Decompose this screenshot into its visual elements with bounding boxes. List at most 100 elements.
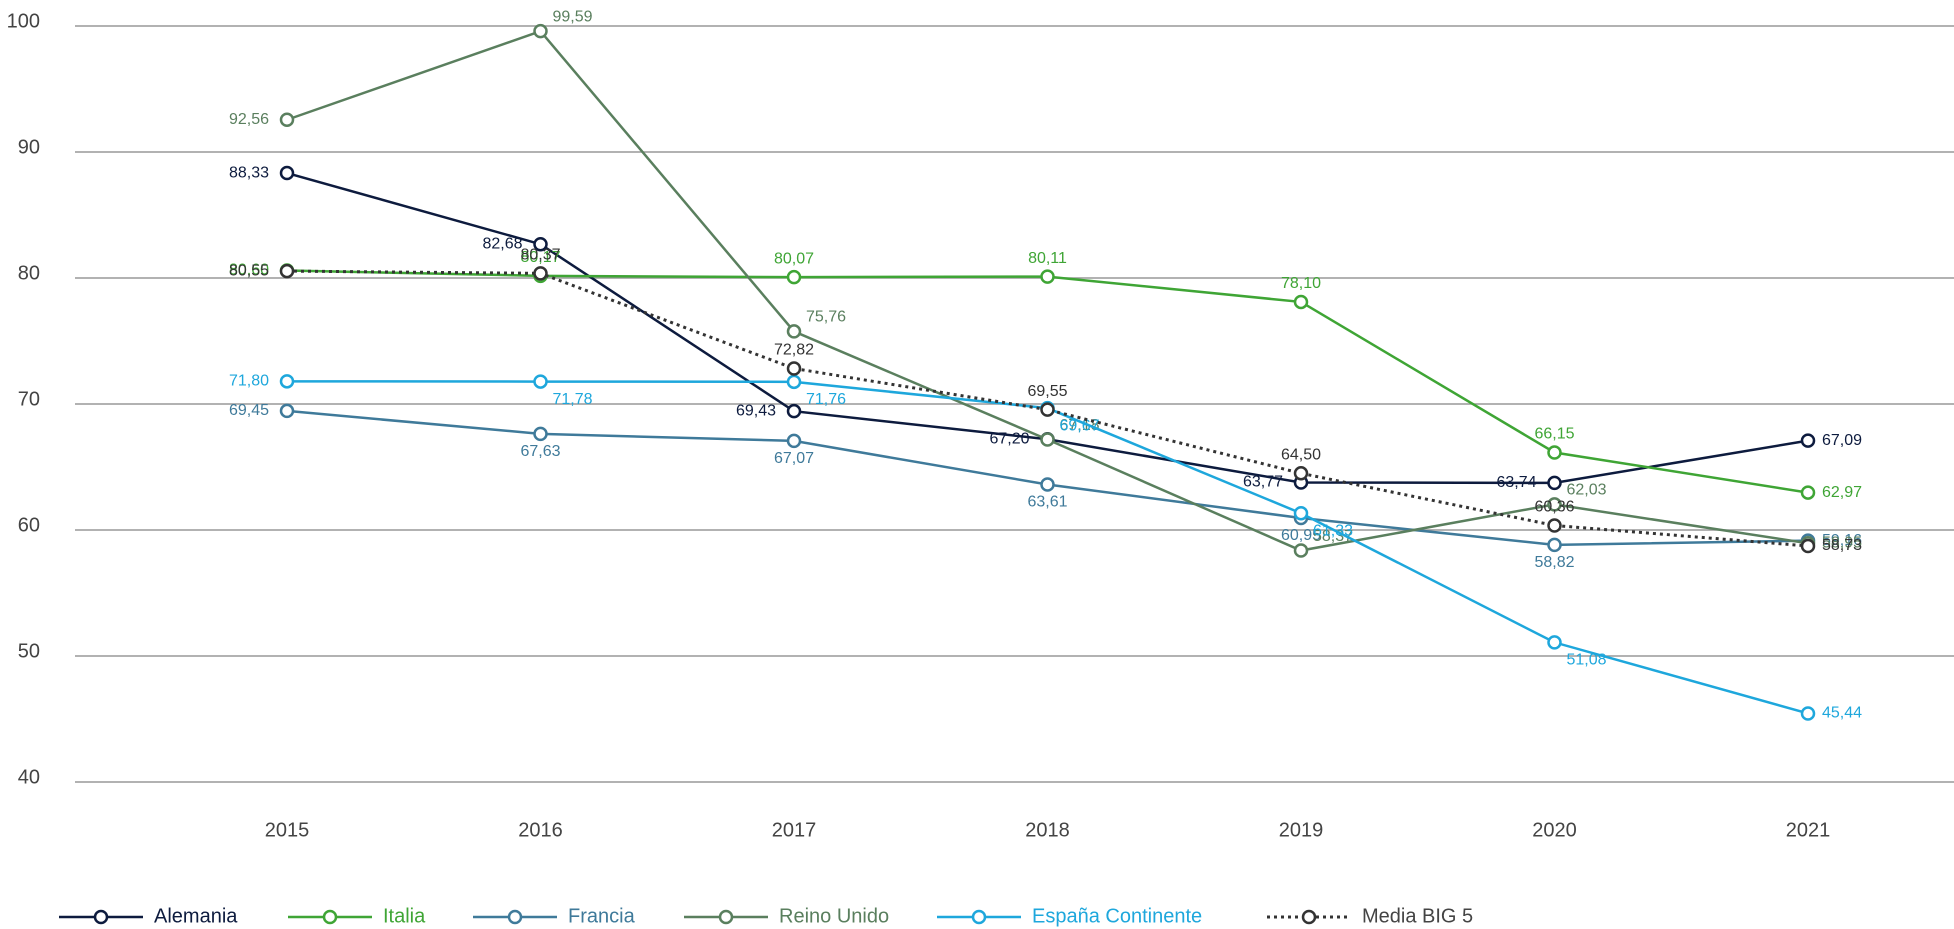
data-label: 82,68 <box>482 235 522 252</box>
point <box>279 112 295 127</box>
data-label: 80,11 <box>1028 250 1067 267</box>
data-label: 99,59 <box>553 8 593 25</box>
legend-marker <box>93 909 109 925</box>
point <box>786 374 802 390</box>
data-label: 58,82 <box>1534 554 1574 571</box>
legend-marker <box>507 909 523 925</box>
legend-label: Italia <box>383 905 426 927</box>
data-label: 58,37 <box>1313 528 1353 545</box>
point <box>1293 505 1309 521</box>
data-label: 67,07 <box>774 450 814 467</box>
legend-marker <box>1301 909 1317 925</box>
data-label: 45,44 <box>1822 705 1862 722</box>
legend-item: España Continente <box>937 905 1202 927</box>
y-tick-label: 40 <box>18 766 40 788</box>
data-label: 64,50 <box>1281 447 1321 464</box>
point <box>786 324 802 339</box>
data-label: 67,63 <box>520 443 560 460</box>
point <box>533 23 548 39</box>
legend-marker <box>718 909 734 925</box>
data-label: 92,56 <box>229 111 269 128</box>
point <box>786 269 802 285</box>
point <box>786 433 802 449</box>
point <box>533 266 548 281</box>
x-tick-label: 2020 <box>1532 819 1577 841</box>
data-label: 80,17 <box>520 249 560 266</box>
point <box>533 374 548 389</box>
data-label: 63,61 <box>1027 494 1067 511</box>
data-label: 80,07 <box>774 250 814 267</box>
point <box>1547 445 1562 460</box>
point <box>1547 475 1562 491</box>
data-label: 67,09 <box>1822 432 1862 449</box>
data-label: 60,36 <box>1534 499 1574 516</box>
data-label: 80,37 <box>520 247 560 264</box>
point <box>1040 269 1055 284</box>
legend-item: Francia <box>473 905 636 927</box>
data-label: 63,74 <box>1496 474 1536 491</box>
point <box>1547 518 1562 533</box>
data-label: 80,55 <box>229 262 269 279</box>
x-tick-label: 2019 <box>1279 819 1324 841</box>
legend-marker <box>322 909 338 925</box>
legend-item: Media BIG 5 <box>1267 905 1473 927</box>
point <box>786 361 802 376</box>
data-label: 66,15 <box>1534 426 1574 443</box>
data-label: 69,45 <box>229 402 269 419</box>
data-label: 61,33 <box>1313 522 1353 539</box>
data-label: 69,55 <box>1027 383 1067 400</box>
data-label: 62,03 <box>1567 482 1607 499</box>
data-label: 58,73 <box>1822 537 1862 554</box>
legend-label: Alemania <box>154 905 238 927</box>
point <box>533 236 548 252</box>
data-label: 63,77 <box>1243 474 1283 491</box>
data-label: 80,60 <box>229 262 269 279</box>
y-tick-label: 90 <box>18 136 40 158</box>
data-label: 69,43 <box>736 402 776 419</box>
data-label: 72,82 <box>774 342 814 359</box>
point <box>1293 543 1309 558</box>
point <box>1800 538 1816 554</box>
point <box>1547 537 1562 553</box>
point <box>279 165 295 181</box>
point <box>1547 497 1562 512</box>
point <box>533 426 548 442</box>
point <box>279 403 295 419</box>
data-label: 88,33 <box>229 164 269 181</box>
data-label: 71,80 <box>229 373 269 390</box>
y-tick-label: 60 <box>18 514 40 536</box>
point <box>1800 485 1816 500</box>
x-tick-label: 2015 <box>265 819 310 841</box>
legend-item: Reino Unido <box>684 905 889 927</box>
point <box>279 263 295 279</box>
point <box>1293 466 1309 481</box>
x-tick-label: 2021 <box>1786 819 1831 841</box>
point <box>1800 433 1816 448</box>
x-tick-label: 2016 <box>518 819 563 841</box>
legend-label: Media BIG 5 <box>1362 905 1473 927</box>
legend-item: Alemania <box>59 905 238 927</box>
x-tick-label: 2018 <box>1025 819 1070 841</box>
point <box>1547 635 1562 650</box>
point <box>1800 706 1816 721</box>
data-label: 67,20 <box>989 430 1029 447</box>
point <box>1293 294 1309 310</box>
point <box>279 374 295 389</box>
y-tick-label: 70 <box>18 388 40 410</box>
data-label: 59,16 <box>1822 532 1862 549</box>
y-tick-label: 80 <box>18 262 40 284</box>
y-tick-label: 50 <box>18 640 40 662</box>
point <box>1040 432 1055 447</box>
data-label: 60,95 <box>1281 527 1321 544</box>
data-label: 71,78 <box>553 391 593 408</box>
point <box>1040 477 1055 492</box>
data-label: 51,08 <box>1567 652 1607 669</box>
data-label: 67,18 <box>1060 417 1100 434</box>
x-tick-label: 2017 <box>772 819 817 841</box>
legend-label: Reino Unido <box>779 905 889 927</box>
data-label: 58,95 <box>1822 534 1862 551</box>
legend-label: Francia <box>568 905 636 927</box>
legend-marker <box>971 909 987 925</box>
y-tick-label: 100 <box>7 10 40 32</box>
